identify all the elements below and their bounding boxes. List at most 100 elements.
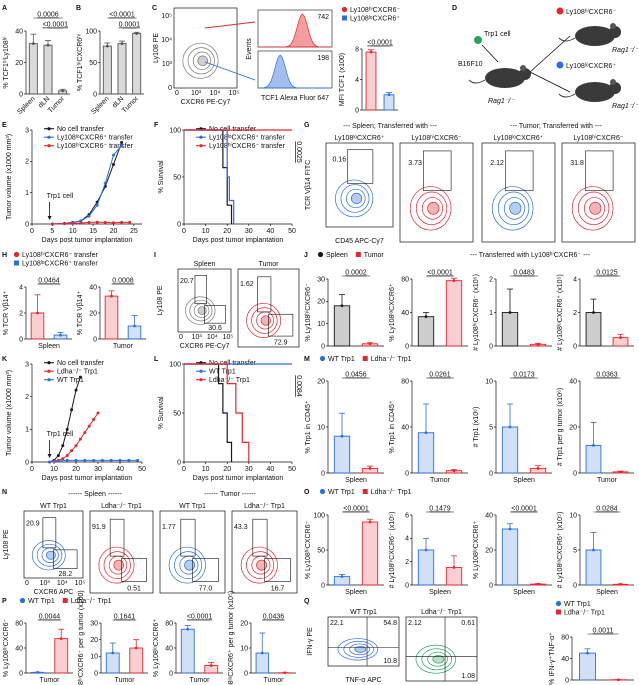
- legend-marker: [342, 15, 347, 21]
- contour: [256, 559, 268, 571]
- x-tick-label: 10⁴: [57, 580, 68, 587]
- y-axis-label: # Trp1 (x10⁶): [473, 407, 480, 448]
- x-tick-label: 40: [267, 466, 275, 473]
- y-tick-label: 0: [169, 670, 173, 677]
- y-tick-label: 80: [15, 620, 23, 627]
- point: [103, 181, 107, 185]
- point: [70, 408, 74, 412]
- contour: [98, 546, 135, 584]
- point: [65, 453, 69, 457]
- y-axis-label: # Ly108ˡᵒCXCR6⁺ per g tumor (x10⁵): [228, 591, 235, 685]
- gate-value: 2.12: [490, 160, 504, 167]
- gate: [109, 518, 125, 557]
- bar: [585, 312, 602, 347]
- y-tick-label: 0: [177, 459, 181, 466]
- y-tick-label: 80: [401, 378, 409, 385]
- bar-marker: [592, 548, 595, 552]
- series-line: [52, 145, 123, 225]
- y-axis-label: Ly108 PE: [153, 33, 160, 63]
- plot-frame: [89, 510, 154, 594]
- legend-marker: [47, 369, 51, 373]
- bar: [129, 647, 144, 674]
- y-tick-label: 5: [573, 547, 577, 554]
- contour: [335, 179, 374, 218]
- gate: [204, 305, 227, 324]
- gate-value: 3.73: [408, 160, 422, 167]
- contour: [354, 645, 367, 653]
- contour: [337, 638, 379, 661]
- bar: [501, 528, 519, 586]
- y-tick-label: 20: [90, 637, 98, 644]
- x-tick-label: 10⁵: [75, 580, 86, 587]
- legend-marker: [317, 251, 324, 258]
- bar: [180, 628, 195, 674]
- legend-label: WT Trp1: [564, 601, 591, 608]
- p-value: <0.0001: [511, 506, 537, 513]
- bar-marker: [617, 678, 620, 682]
- legend-label: Ldha⁻/⁻ Trp1: [564, 610, 605, 617]
- x-axis-label: Spleen: [596, 589, 618, 596]
- legend-marker: [13, 251, 20, 258]
- source-label: Trp1 cell: [484, 31, 511, 38]
- gate: [42, 517, 57, 549]
- point: [78, 437, 82, 441]
- contour: [168, 546, 206, 584]
- x-axis-label: Tumor: [115, 677, 136, 684]
- x-tick-label: 10³: [40, 580, 51, 587]
- y-tick-label: 2: [489, 276, 493, 283]
- bar: [30, 312, 45, 340]
- y-axis-label: % Survival: [158, 160, 165, 194]
- plot-frame: [231, 510, 298, 594]
- y-tick-label: 0: [93, 91, 97, 98]
- y-tick-label: 0: [25, 459, 29, 466]
- y-tick-label: 1: [489, 310, 493, 317]
- bar-marker: [592, 444, 595, 447]
- y-tick-label: 0: [489, 582, 493, 589]
- y-axis-label: % Ly108ʰⁱCXCR6⁻: [2, 619, 10, 678]
- x-axis-label: Spleen: [513, 477, 535, 484]
- y-axis-label: % TCR Vβ14⁺: [77, 290, 84, 335]
- bar: [585, 549, 602, 586]
- contour: [409, 186, 452, 231]
- panel-letter: H: [2, 252, 7, 259]
- point: [109, 458, 113, 462]
- plot-frame: [561, 142, 636, 243]
- legend-label: WT Trp1: [28, 598, 55, 605]
- plot-title: Ly108ʰⁱCXCR6⁻: [573, 134, 623, 142]
- gate-value: 1.62: [240, 281, 254, 288]
- bar: [117, 43, 127, 95]
- bar-marker: [340, 434, 344, 438]
- x-axis-label: Spleen: [345, 589, 367, 596]
- p-value: 0.0084: [295, 375, 302, 397]
- panel-letter: B: [76, 5, 81, 12]
- bar-marker: [59, 333, 62, 337]
- plot-title: WT Trp1: [179, 503, 206, 510]
- y-axis-label: TCR Vβ14 FITC: [305, 160, 312, 210]
- host-label: Rag1⁻/⁻: [488, 98, 515, 105]
- contour: [182, 42, 219, 79]
- point: [128, 220, 132, 224]
- x-tick-label: 0: [175, 90, 179, 97]
- contour: [427, 651, 448, 667]
- point: [74, 388, 78, 392]
- y-axis-label: % TCF1ʰⁱLy108ʰⁱ: [2, 36, 10, 88]
- legend-label: Ly108ʰⁱCXCR6⁻ transfer: [22, 251, 99, 259]
- point: [83, 458, 87, 462]
- gate: [347, 149, 374, 184]
- y-axis-label: Ly108 PE: [157, 285, 164, 315]
- legend-label: Ly108ˡᵒCXCR6⁺ transfer: [22, 261, 98, 268]
- y-tick-label: 30: [90, 620, 98, 627]
- bar: [255, 652, 269, 674]
- point: [87, 214, 91, 218]
- p-value: <0.0001: [367, 40, 393, 47]
- gate-value: 1.08: [461, 673, 475, 680]
- plot-title: Ldha⁻/⁻ Trp1: [421, 609, 462, 616]
- y-tick-label: 100: [169, 361, 181, 368]
- p-value: 0.1479: [429, 506, 451, 513]
- y-axis-label: IFN-γ PE: [307, 627, 314, 656]
- p-value: 0.0456: [345, 372, 367, 379]
- y-tick-label: 40: [89, 284, 97, 291]
- gate: [585, 150, 614, 191]
- p-value: 0.0011: [593, 628, 614, 635]
